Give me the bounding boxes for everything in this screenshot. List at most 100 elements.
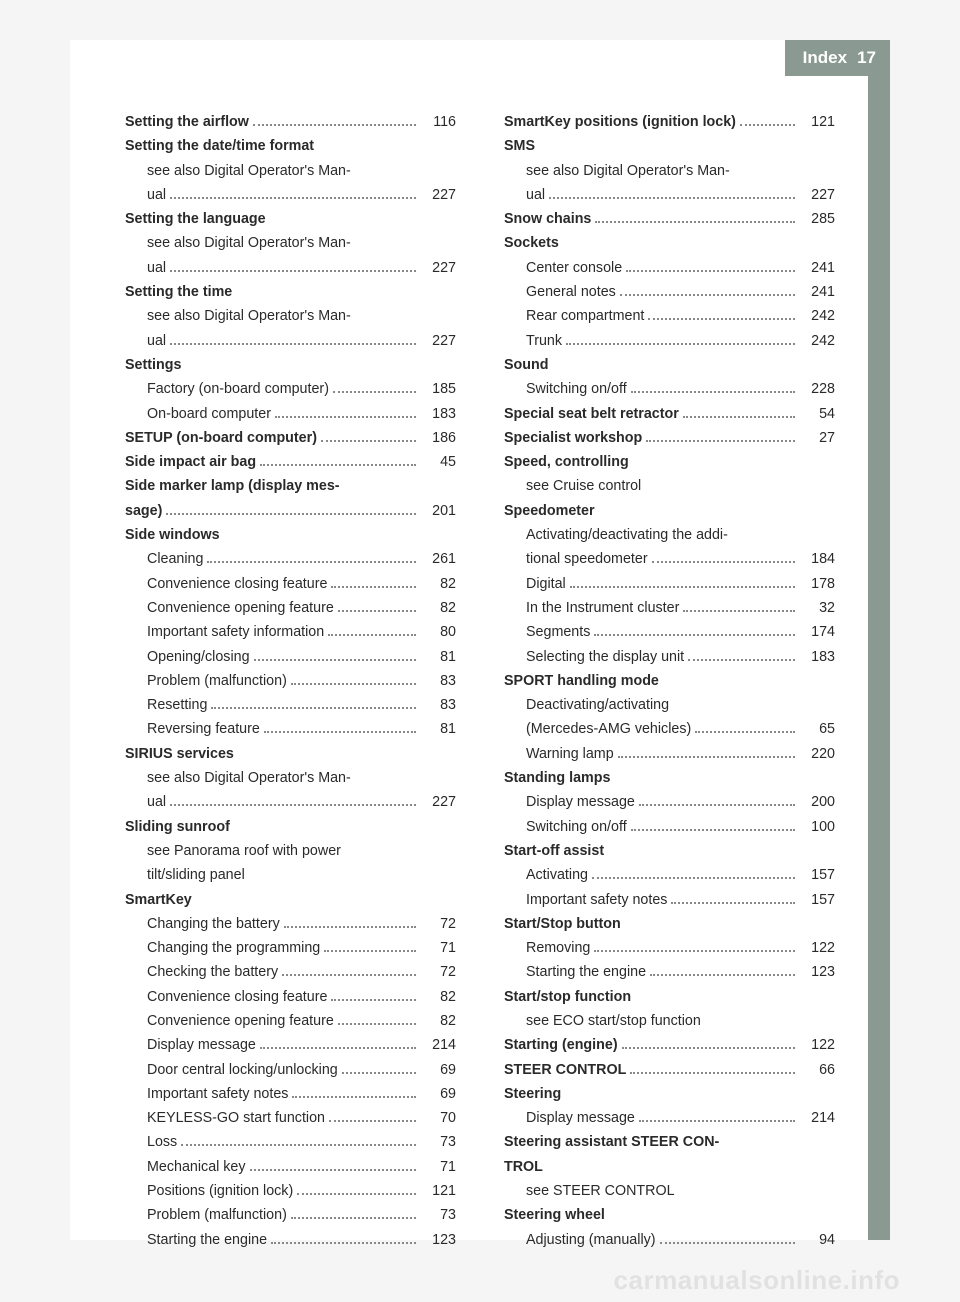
index-entry: ual227 <box>125 790 456 814</box>
index-entry: Convenience opening feature82 <box>125 596 456 620</box>
index-entry: Problem (malfunction)83 <box>125 669 456 693</box>
index-entry: Starting the engine123 <box>504 960 835 984</box>
index-entry: In the Instrument cluster32 <box>504 596 835 620</box>
index-entry-text: Display message <box>147 1033 256 1057</box>
index-heading: see also Digital Operator's Man- <box>125 159 456 183</box>
leader-dots <box>652 552 795 563</box>
leader-dots <box>639 1111 795 1122</box>
leader-dots <box>260 1038 416 1049</box>
index-heading: Speed, controlling <box>504 450 835 474</box>
index-entry-page: 214 <box>420 1033 456 1057</box>
index-entry-text: Resetting <box>147 693 207 717</box>
index-entry-text: Changing the programming <box>147 936 320 960</box>
leader-dots <box>291 673 416 684</box>
index-entry-page: 227 <box>420 329 456 353</box>
leader-dots <box>594 625 795 636</box>
index-entry-text: Checking the battery <box>147 960 278 984</box>
index-heading: Speedometer <box>504 499 835 523</box>
index-heading: Steering assistant STEER CON- <box>504 1130 835 1154</box>
index-entry-text: Problem (malfunction) <box>147 1203 287 1227</box>
index-entry-page: 184 <box>799 547 835 571</box>
leader-dots <box>671 892 795 903</box>
index-entry-page: 71 <box>420 936 456 960</box>
leader-dots <box>342 1062 416 1073</box>
index-entry-page: 157 <box>799 863 835 887</box>
index-entry: General notes241 <box>504 280 835 304</box>
index-entry-text: Selecting the display unit <box>526 645 684 669</box>
index-entry-page: 82 <box>420 572 456 596</box>
index-entry-text: (Mercedes-AMG vehicles) <box>526 717 691 741</box>
index-entry: Problem (malfunction)73 <box>125 1203 456 1227</box>
index-entry-page: 227 <box>799 183 835 207</box>
leader-dots <box>292 1086 416 1097</box>
index-entry-text: ual <box>147 790 166 814</box>
leader-dots <box>331 989 416 1000</box>
leader-dots <box>620 285 795 296</box>
header-title: Index <box>803 48 847 68</box>
leader-dots <box>170 795 416 806</box>
index-entry: Important safety notes69 <box>125 1082 456 1106</box>
index-entry-text: Snow chains <box>504 207 591 231</box>
leader-dots <box>639 795 795 806</box>
index-entry-page: 66 <box>799 1058 835 1082</box>
index-entry-text: Removing <box>526 936 590 960</box>
leader-dots <box>338 1014 416 1025</box>
index-entry-text: Reversing feature <box>147 717 260 741</box>
index-entry: Specialist workshop27 <box>504 426 835 450</box>
index-entry-text: sage) <box>125 499 162 523</box>
index-entry-text: ual <box>526 183 545 207</box>
index-entry-text: Center console <box>526 256 622 280</box>
leader-dots <box>329 1111 416 1122</box>
leader-dots <box>260 455 416 466</box>
index-heading: see STEER CONTROL <box>504 1179 835 1203</box>
leader-dots <box>333 382 416 393</box>
index-entry: Opening/closing81 <box>125 645 456 669</box>
index-heading: SPORT handling mode <box>504 669 835 693</box>
index-heading: see ECO start/stop function <box>504 1009 835 1033</box>
index-entry: Convenience closing feature82 <box>125 572 456 596</box>
index-entry-page: 123 <box>799 960 835 984</box>
index-entry-page: 178 <box>799 572 835 596</box>
index-entry-page: 186 <box>420 426 456 450</box>
index-entry-page: 185 <box>420 377 456 401</box>
leader-dots <box>630 1062 795 1073</box>
index-heading: Standing lamps <box>504 766 835 790</box>
index-entry: Warning lamp220 <box>504 742 835 766</box>
index-heading: Settings <box>125 353 456 377</box>
leader-dots <box>166 503 416 514</box>
leader-dots <box>211 698 416 709</box>
index-entry-text: Switching on/off <box>526 815 627 839</box>
index-entry: Trunk242 <box>504 329 835 353</box>
index-entry: Changing the battery72 <box>125 912 456 936</box>
index-entry-page: 122 <box>799 936 835 960</box>
index-entry: Rear compartment242 <box>504 304 835 328</box>
index-heading: Activating/deactivating the addi- <box>504 523 835 547</box>
index-entry-text: Positions (ignition lock) <box>147 1179 293 1203</box>
index-entry: ual227 <box>125 183 456 207</box>
leader-dots <box>328 625 416 636</box>
index-entry-text: Trunk <box>526 329 562 353</box>
index-entry-page: 80 <box>420 620 456 644</box>
index-heading: see also Digital Operator's Man- <box>125 766 456 790</box>
index-entry-text: On-board computer <box>147 402 271 426</box>
leader-dots <box>321 430 416 441</box>
leader-dots <box>594 941 795 952</box>
index-entry-page: 83 <box>420 693 456 717</box>
index-entry: Reversing feature81 <box>125 717 456 741</box>
index-heading: Sliding sunroof <box>125 815 456 839</box>
leader-dots <box>331 576 416 587</box>
thumb-index-bar <box>868 76 890 1240</box>
index-entry-text: Important safety notes <box>147 1082 288 1106</box>
index-entry-page: 100 <box>799 815 835 839</box>
index-entry-page: 183 <box>420 402 456 426</box>
leader-dots <box>170 260 416 271</box>
leader-dots <box>648 309 795 320</box>
index-entry: SmartKey positions (ignition lock)121 <box>504 110 835 134</box>
index-entry: Loss73 <box>125 1130 456 1154</box>
leader-dots <box>253 115 416 126</box>
index-heading: Setting the time <box>125 280 456 304</box>
leader-dots <box>297 1184 416 1195</box>
index-entry-page: 45 <box>420 450 456 474</box>
leader-dots <box>284 916 416 927</box>
index-entry-page: 65 <box>799 717 835 741</box>
